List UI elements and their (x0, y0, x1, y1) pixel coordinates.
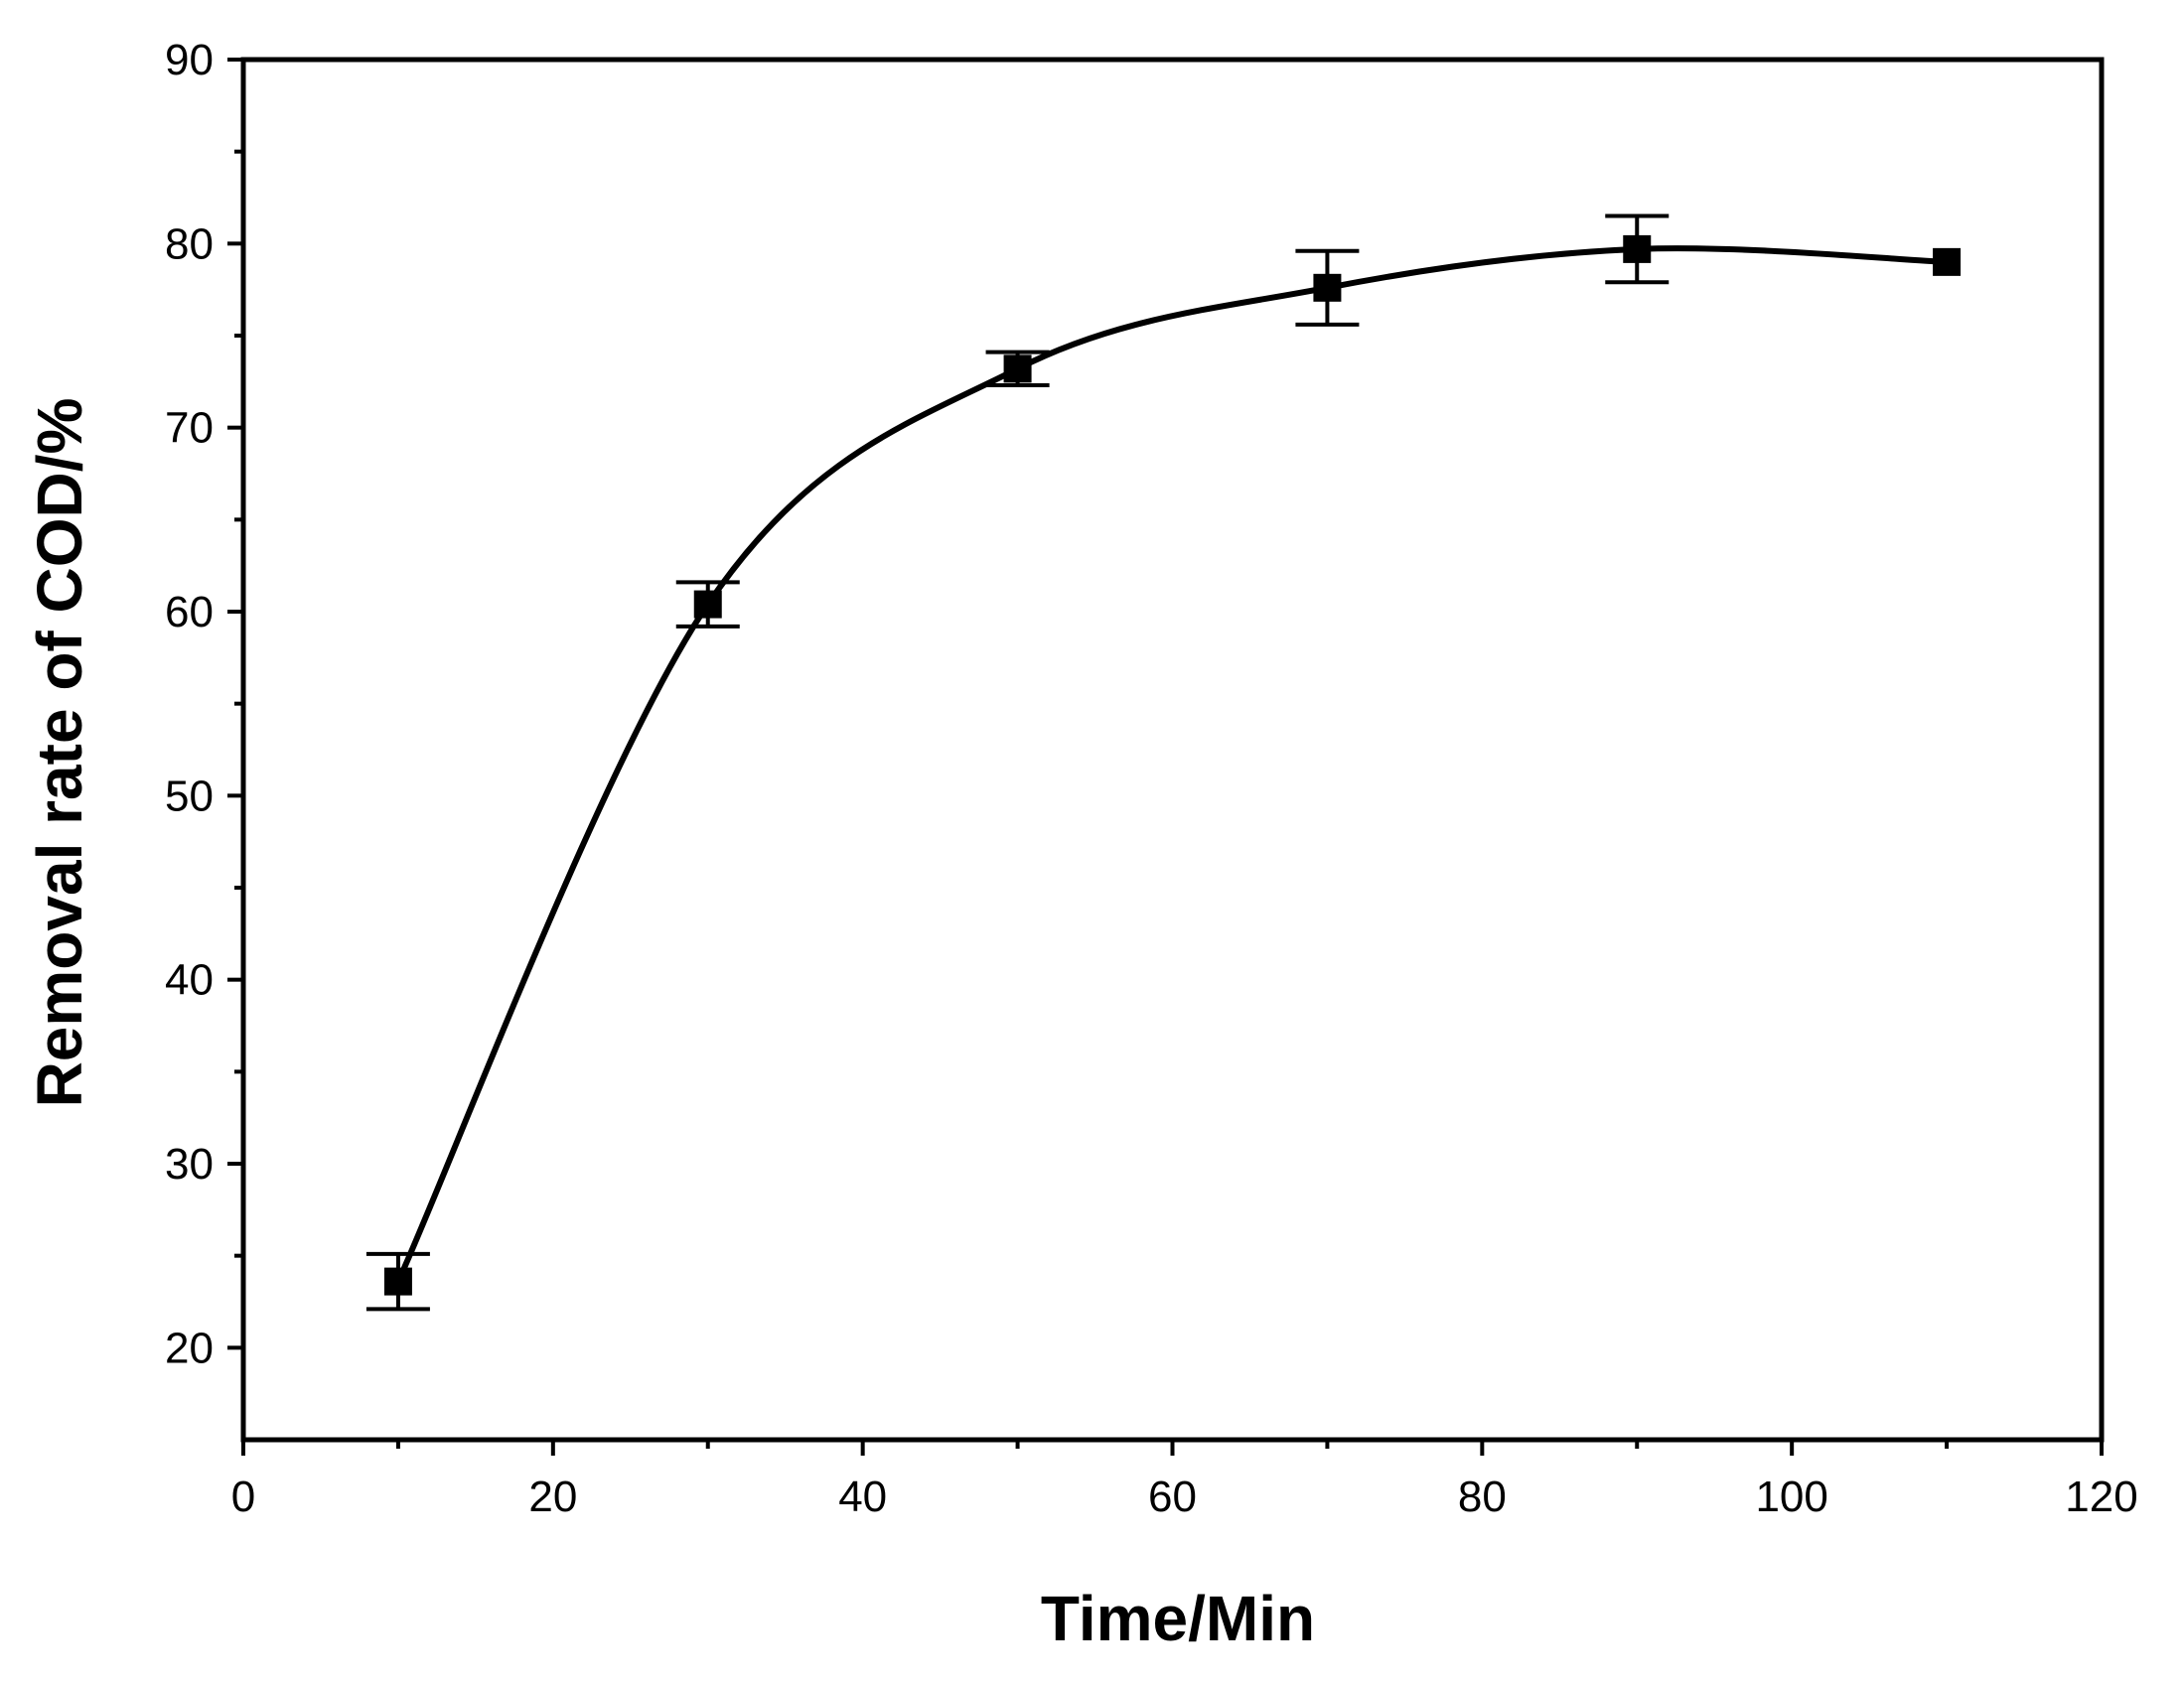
axes (240, 57, 2105, 1443)
x-tick-label: 100 (1755, 1473, 1827, 1521)
data-point (693, 590, 722, 619)
data-point (1933, 247, 1962, 276)
x-tick-label: 40 (838, 1473, 887, 1521)
x-tick-label: 80 (1458, 1473, 1507, 1521)
data-point (383, 1267, 412, 1296)
y-tick-label: 40 (165, 956, 214, 1005)
series-line (395, 245, 1948, 1283)
plot-frame (240, 57, 2105, 1443)
y-tick-label: 50 (165, 772, 214, 820)
y-tick-label: 20 (165, 1324, 214, 1372)
data-point (1313, 273, 1342, 302)
x-tick-label: 0 (231, 1473, 255, 1521)
y-tick-label: 80 (165, 219, 214, 268)
y-tick-label: 90 (165, 36, 214, 84)
x-tick-label: 120 (2065, 1473, 2137, 1521)
x-axis-title: Time/Min (1041, 1583, 1315, 1654)
y-tick-label: 60 (165, 588, 214, 636)
y-tick-label: 70 (165, 404, 214, 453)
x-tick-label: 60 (1148, 1473, 1197, 1521)
data-point (1003, 354, 1032, 383)
y-tick-label: 30 (165, 1140, 214, 1189)
tick-marks (227, 58, 2104, 1456)
y-axis-title: Removal rate of COD/% (24, 398, 95, 1108)
data-point (1623, 234, 1652, 263)
tick-labels: 0 20 40 60 80 100 120 20 30 40 50 60 70 80 90 (165, 36, 2138, 1521)
x-tick-label: 20 (528, 1473, 577, 1521)
series (365, 213, 1962, 1312)
